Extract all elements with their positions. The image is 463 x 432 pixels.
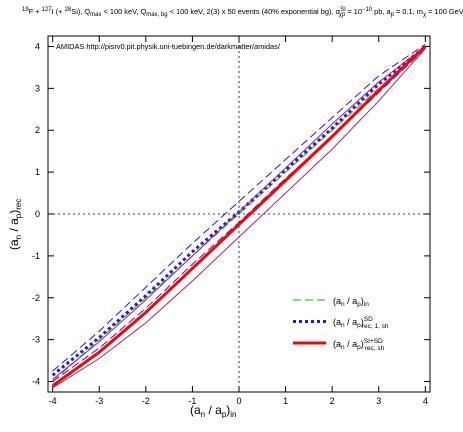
legend-part: )	[361, 317, 364, 327]
legend-part: (a	[333, 296, 341, 306]
band-line	[52, 48, 426, 389]
x-tick-label: -4	[49, 396, 57, 406]
x-axis-label: (an / ap)in	[190, 403, 237, 419]
label-part: )	[7, 210, 21, 214]
legend-part: n	[341, 344, 345, 351]
y-tick-label: 1	[35, 167, 40, 177]
title-part: I (+	[52, 7, 65, 16]
title-part: −10	[362, 7, 373, 13]
y-tick-label: -4	[32, 377, 40, 387]
y-tick-label: 2	[35, 125, 40, 135]
x-tick-label: 4	[423, 396, 428, 406]
label-part: )	[226, 403, 230, 417]
label-part: (a	[190, 403, 201, 417]
legend-part: )	[361, 339, 364, 349]
title-part: Si), Q	[71, 7, 90, 16]
legend-part: n	[341, 322, 345, 329]
band-line	[52, 43, 426, 372]
title-part: SI	[340, 7, 346, 13]
y-axis-label: (an / ap)rec	[7, 199, 23, 250]
label-part: n	[201, 410, 205, 419]
label-part: (a	[7, 239, 21, 250]
x-tick-label: 3	[376, 396, 381, 406]
legend-part: SD	[364, 316, 373, 323]
x-tick-label: 2	[330, 396, 335, 406]
title-part: = 0.1, m	[394, 7, 423, 16]
legend-part: )	[361, 296, 364, 306]
y-tick-label: 3	[35, 83, 40, 93]
x-tick-label: 1	[283, 396, 288, 406]
title-part: χp	[339, 12, 346, 18]
y-tick-label: 4	[35, 41, 40, 51]
title-part: pb, a	[372, 7, 391, 16]
legend-part: (a	[333, 339, 341, 349]
label-part: p	[222, 410, 227, 419]
title-part: = 100 GeV	[426, 7, 463, 16]
legend-part: / a	[345, 317, 358, 327]
title-part: p	[391, 12, 395, 18]
x-tick-label: -1	[188, 396, 196, 406]
x-tick-label: 0	[236, 396, 241, 406]
legend-part: p	[357, 322, 361, 329]
title-part: F +	[29, 7, 42, 16]
title-part: 19	[22, 7, 29, 13]
band-line	[52, 46, 426, 380]
annotation: AMIDAS http://pisrv0.pit.physik.uni-tueb…	[56, 42, 281, 51]
title-part: < 100 keV, 2(3) x 50 events (40% exponen…	[168, 7, 341, 16]
label-part: in	[230, 410, 236, 419]
legend-part: p	[357, 344, 361, 351]
title-part: 127	[42, 7, 53, 13]
x-tick-label: -2	[142, 396, 150, 406]
legend-label: (an / ap)in	[333, 296, 369, 308]
y-tick-label: -2	[32, 293, 40, 303]
label-part: / a	[7, 218, 21, 235]
legend-part: rec, 1, sh	[362, 323, 389, 330]
legend-part: n	[341, 301, 345, 308]
x-tick-label: -3	[95, 396, 103, 406]
series-line	[51, 45, 427, 387]
label-part: / a	[205, 403, 222, 417]
title-part: 28	[65, 7, 72, 13]
legend-part: p	[357, 301, 361, 308]
title-part: max	[90, 12, 101, 18]
label-part: n	[14, 235, 23, 239]
legend-part: / a	[345, 339, 358, 349]
chart-title: 19F + 127I (+ 28Si), Qmax < 100 keV, Qma…	[22, 7, 463, 18]
y-tick-label: -3	[32, 335, 40, 345]
title-part: < 100 keV, Q	[102, 7, 147, 16]
title-part: χ	[423, 12, 427, 18]
y-tick-label: -1	[32, 251, 40, 261]
legend-part: SI+SD	[364, 338, 383, 345]
label-part: rec	[14, 199, 23, 210]
legend-part: / a	[345, 296, 358, 306]
legend-label: (an / ap)SD rec, 1, sh	[333, 316, 389, 330]
title-part: max, bg	[146, 12, 167, 18]
legend-label: (an / ap)SI+SD rec, sh	[333, 338, 385, 352]
legend-part: in	[364, 301, 369, 308]
legend-part: (a	[333, 317, 341, 327]
label-part: p	[14, 213, 23, 218]
y-tick-label: 0	[35, 209, 40, 219]
legend-part: rec, sh	[365, 345, 385, 352]
title-part: = 10	[345, 7, 362, 16]
